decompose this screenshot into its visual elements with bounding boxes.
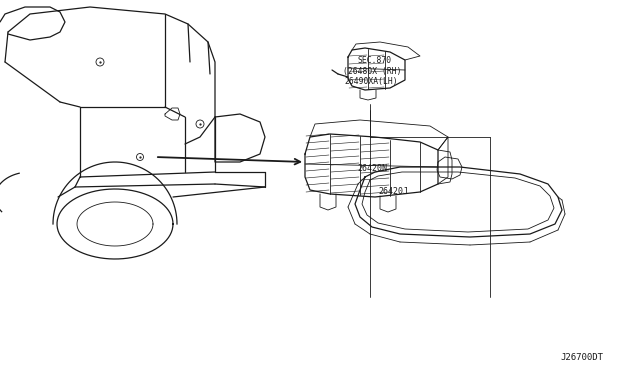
Text: (26480X (RH): (26480X (RH) — [343, 67, 401, 76]
Text: 26420J: 26420J — [379, 187, 409, 196]
Text: SEC.870: SEC.870 — [357, 56, 391, 65]
Text: 26490XA(LH): 26490XA(LH) — [344, 77, 398, 86]
Text: 26420N: 26420N — [357, 164, 387, 173]
Text: J26700DT: J26700DT — [560, 353, 603, 362]
